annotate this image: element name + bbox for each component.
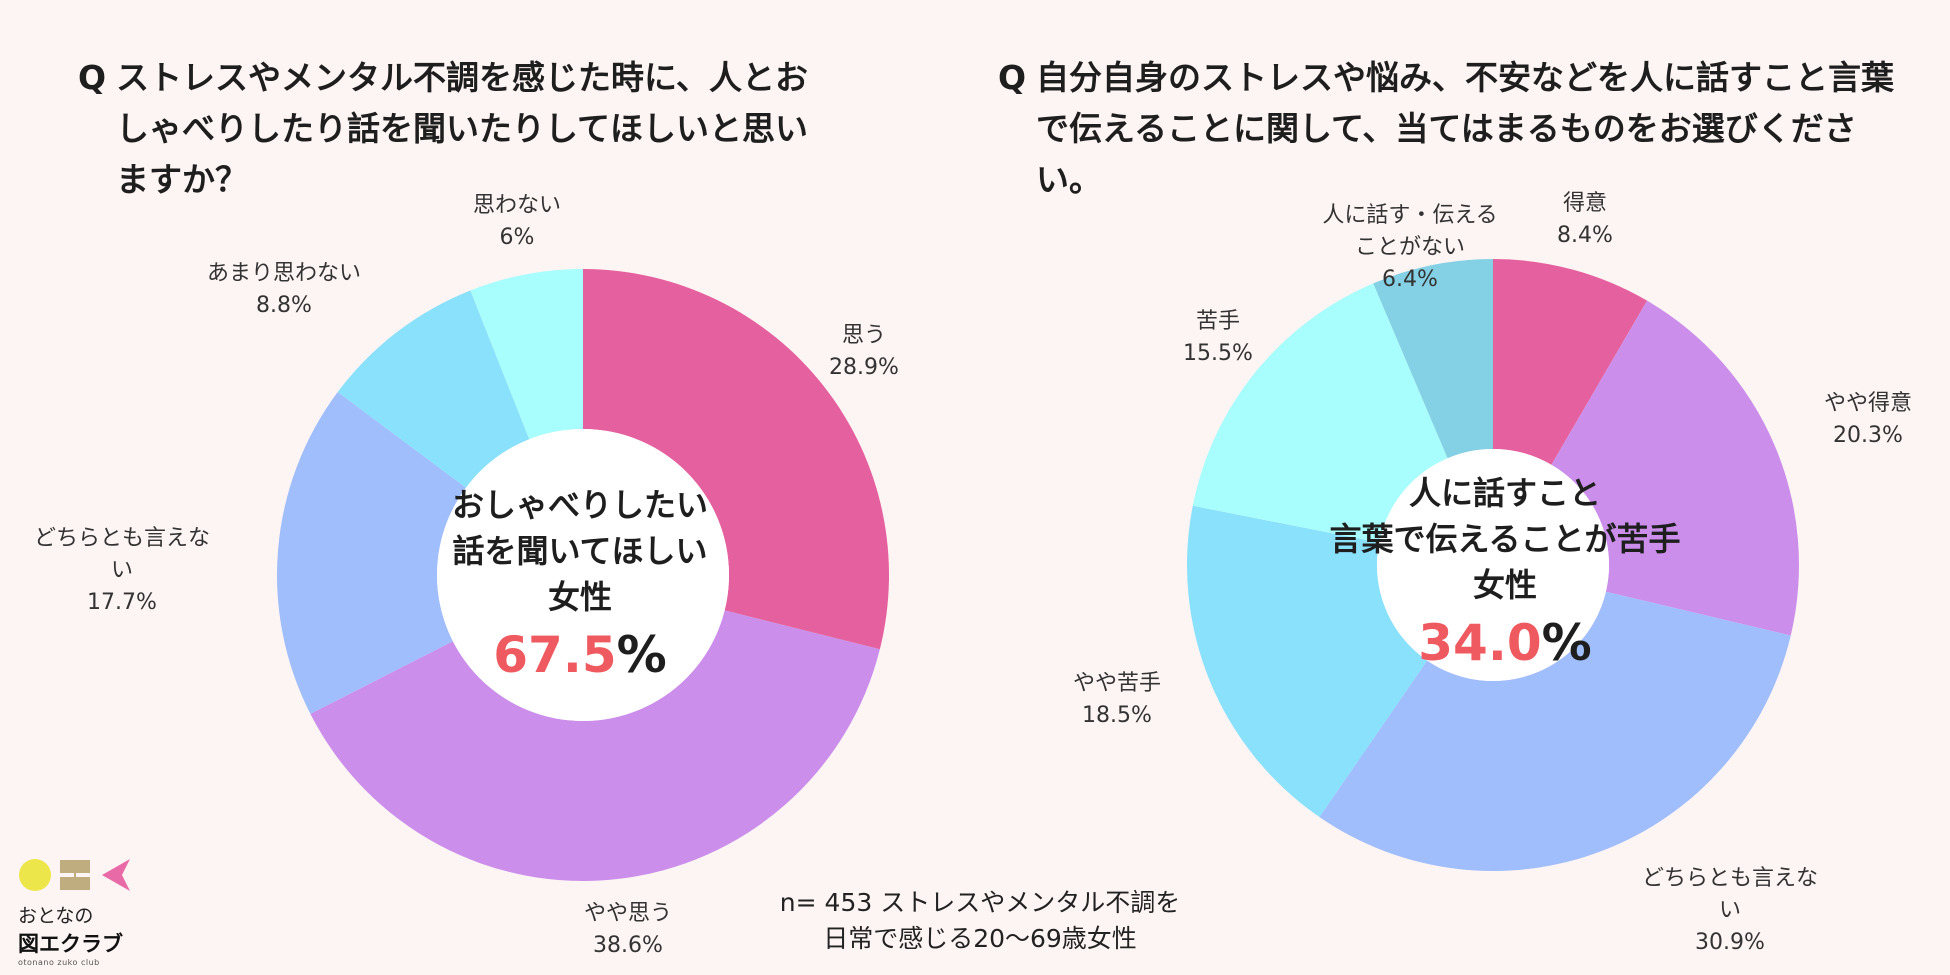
footnote-line-1: n= 453 ストレスやメンタル不調を (779, 888, 1181, 917)
chart-2-slice-6-label: 人に話す・伝えることがない 6.4% (1322, 203, 1497, 292)
chart-1-center-value: 67.5 (493, 626, 617, 684)
chart-1-slice-3-label: どちらとも言えない 17.7% (34, 526, 210, 615)
chart-2-center-percent: 34.0% (1305, 612, 1705, 674)
brand-logo: おとなの 図エクラブ otonano zuko club (18, 855, 138, 967)
chart-2-slice-5-label: 苦手 15.5% (1183, 309, 1253, 366)
chart-2-center-line-2: 言葉で伝えることが苦手 (1329, 520, 1681, 558)
chart-1-slice-4-label: あまり思わない 8.8% (207, 261, 361, 318)
chart-2-center-label: 人に話すこと 言葉で伝えることが苦手 女性 34.0% (1305, 470, 1705, 674)
chart-1-center-label: おしゃべりしたい 話を聞いてほしい 女性 67.5% (430, 482, 730, 686)
chart-1-slice-5 (470, 269, 583, 440)
chart-1-slice-3 (277, 392, 466, 714)
question-1-mark: Q (78, 58, 107, 97)
logo-line-3: otonano zuko club (18, 958, 100, 967)
chart-2-center-line-3: 女性 (1472, 566, 1537, 604)
chart-1-slice-1 (583, 269, 889, 650)
question-2-title: Q 自分自身のストレスや悩み、不安などを人に話すこと言葉で伝えることに関して、当… (998, 52, 1898, 205)
chart-2-center-disc (1377, 449, 1609, 681)
chart-2-slice-6 (1373, 259, 1493, 459)
chart-2-slice-2-label: やや得意 20.3% (1824, 391, 1912, 448)
chart-2-slice-1-label: 得意 8.4% (1557, 191, 1613, 248)
chart-1-slice-4 (337, 290, 530, 488)
chart-1-slice-2-label: やや思う 38.6% (584, 901, 672, 958)
chart-1-slice-1-label: 思う 28.9% (829, 323, 899, 380)
logo-line-2: 図エクラブ (18, 932, 123, 956)
chart-2-center-value: 34.0 (1418, 614, 1542, 672)
chart-2-slice-3 (1319, 591, 1791, 872)
chart-2-slice-5 (1192, 283, 1448, 543)
chart-2-center-line-1: 人に話すこと (1408, 474, 1601, 512)
question-1-text: ストレスやメンタル不調を感じた時に、人とおしゃべりしたり話を聞いたりしてほしいと… (116, 58, 809, 199)
chart-2-slice-3-label: どちらとも言えない 30.9% (1642, 866, 1818, 955)
question-1-title: Q ストレスやメンタル不調を感じた時に、人とおしゃべりしたり話を聞いたりしてほし… (78, 52, 838, 205)
chart-2-slice-2 (1551, 300, 1799, 636)
chart-2-slice-4-label: やや苦手 18.5% (1073, 671, 1161, 728)
question-2-text: 自分自身のストレスや悩み、不安などを人に話すこと言葉で伝えることに関して、当ては… (1036, 58, 1894, 199)
question-2-mark: Q (998, 58, 1027, 97)
sample-footnote: n= 453 ストレスやメンタル不調を 日常で感じる20〜69歳女性 (730, 885, 1230, 957)
chart-1-slice-2 (310, 610, 880, 882)
chart-2-slice-1 (1493, 259, 1648, 465)
logo-marks-icon (19, 859, 130, 891)
footnote-line-2: 日常で感じる20〜69歳女性 (823, 924, 1137, 953)
chart-1-center-disc (437, 429, 729, 721)
chart-2-slice-4 (1186, 505, 1428, 818)
chart-1-center-line-3: 女性 (547, 578, 612, 616)
logo-line-1: おとなの (18, 905, 94, 927)
chart-1-center-line-1: おしゃべりしたい (451, 486, 708, 524)
chart-2-center-unit: % (1541, 614, 1592, 672)
chart-1-center-line-2: 話を聞いてほしい (452, 532, 708, 570)
chart-1-center-unit: % (616, 626, 667, 684)
chart-1-center-percent: 67.5% (430, 624, 730, 686)
chart-1-slice-5-label: 思わない 6% (473, 193, 561, 250)
